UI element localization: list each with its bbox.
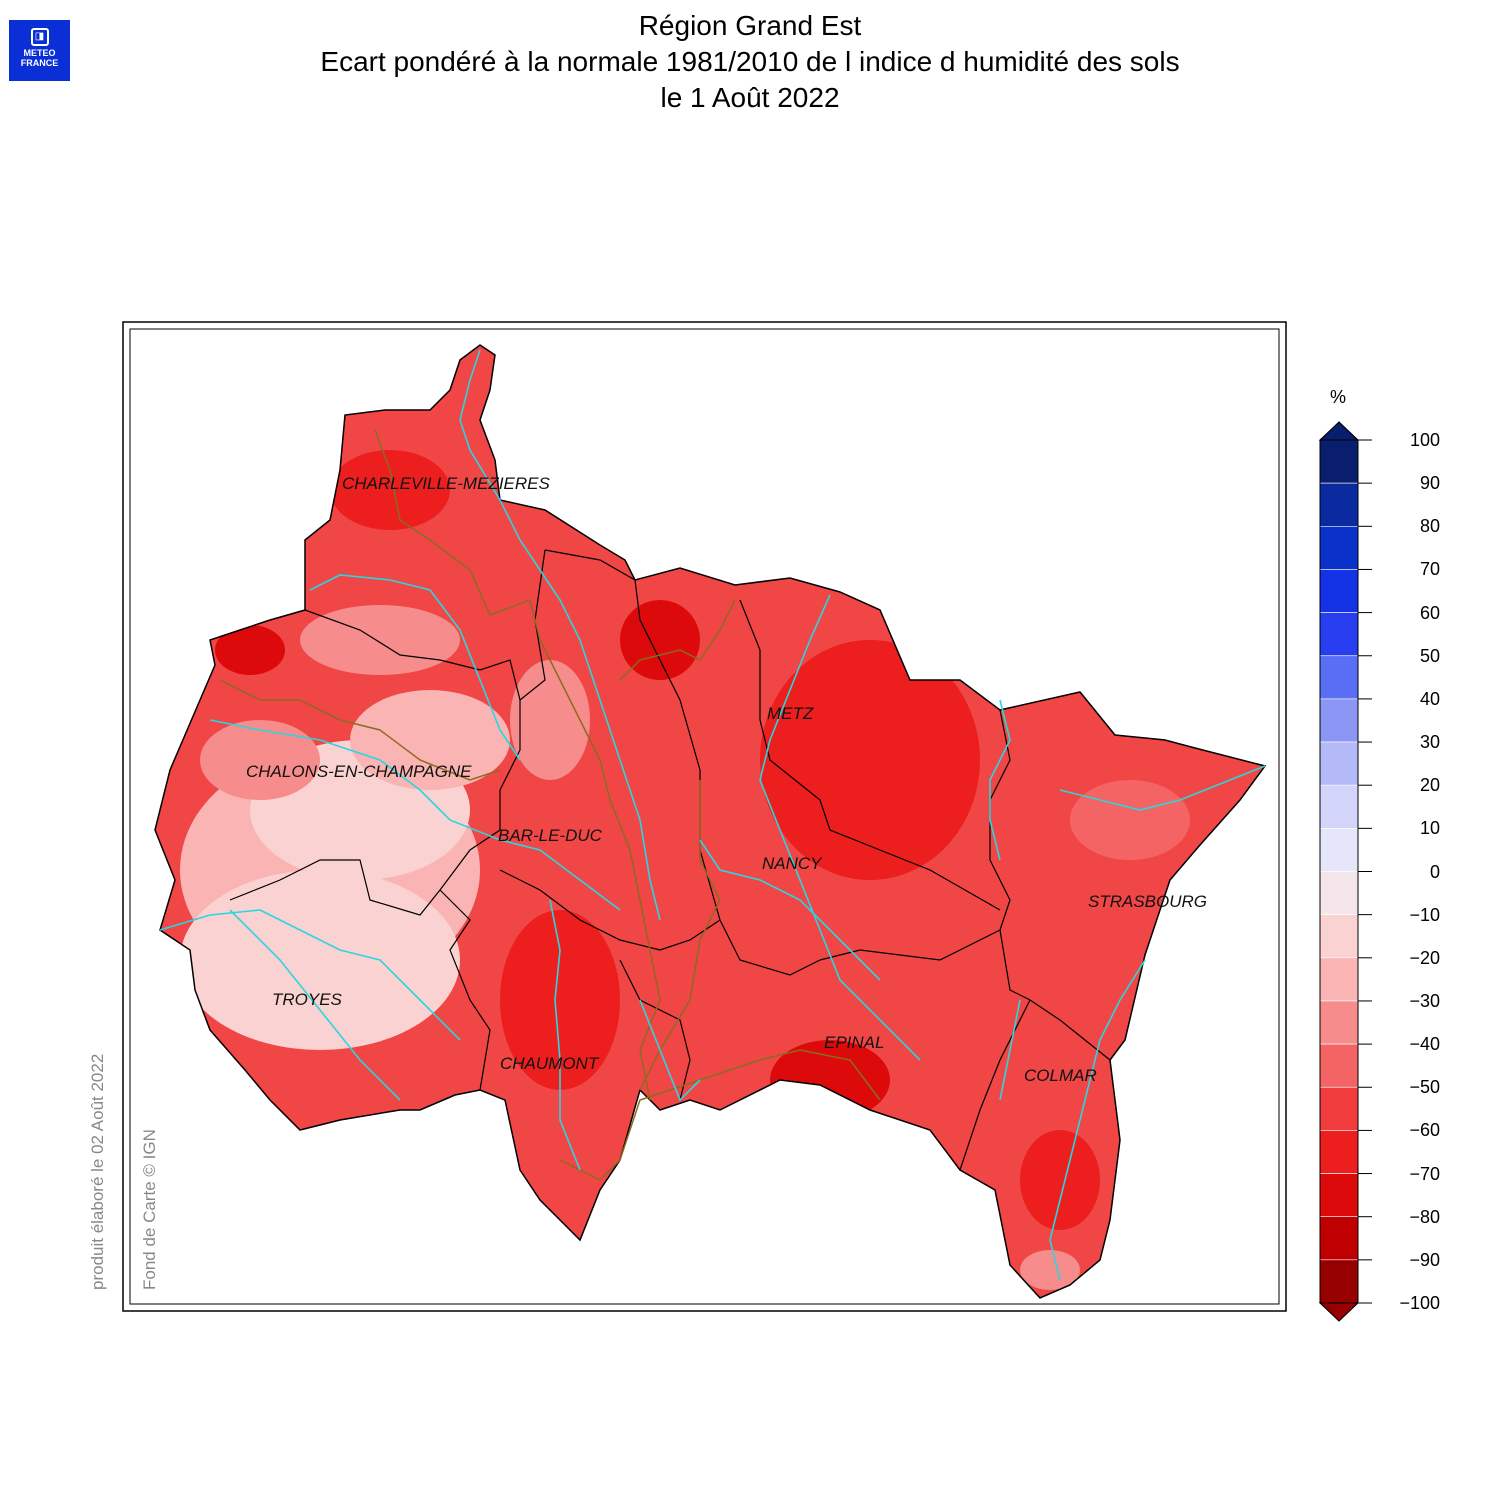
legend-tick-label: 40 bbox=[1419, 688, 1440, 709]
city-label: BAR-LE-DUC bbox=[498, 826, 602, 845]
city-label: CHALONS-EN-CHAMPAGNE bbox=[246, 762, 472, 781]
legend-tick-label: 80 bbox=[1419, 516, 1440, 537]
city-label: TROYES bbox=[272, 990, 342, 1009]
legend-tick-label: 30 bbox=[1419, 732, 1440, 753]
legend-tick-label: −20 bbox=[1409, 947, 1440, 968]
legend-tick-label: −10 bbox=[1409, 904, 1440, 925]
legend-tick-label: −80 bbox=[1409, 1206, 1440, 1227]
legend-swatch bbox=[1319, 1000, 1359, 1045]
city-label: NANCY bbox=[762, 854, 822, 873]
legend-swatch bbox=[1319, 828, 1359, 872]
legend-tick-label: 60 bbox=[1419, 602, 1440, 623]
legend-unit: % bbox=[1330, 387, 1347, 407]
legend-swatch bbox=[1319, 784, 1359, 829]
legend-swatch bbox=[1319, 482, 1359, 527]
legend-tick-label: 90 bbox=[1419, 473, 1440, 494]
legend-swatch bbox=[1319, 1216, 1359, 1261]
title-line3: le 1 Août 2022 bbox=[660, 82, 840, 113]
legend-tick-label: 100 bbox=[1409, 430, 1440, 450]
logo-icon: ◨ bbox=[30, 28, 49, 46]
legend-swatch bbox=[1319, 741, 1359, 786]
legend-swatch bbox=[1319, 871, 1359, 915]
legend-tick-label: 10 bbox=[1419, 818, 1440, 839]
city-label: STRASBOURG bbox=[1088, 892, 1208, 911]
legend-swatch bbox=[1319, 525, 1359, 570]
legend-swatch bbox=[1319, 1043, 1359, 1088]
legend-max-arrow bbox=[1318, 421, 1360, 441]
legend-swatch bbox=[1319, 569, 1359, 613]
map-title: Région Grand Est Ecart pondéré à la norm… bbox=[0, 8, 1500, 116]
legend-tick-label: −60 bbox=[1409, 1120, 1440, 1141]
legend-tick-label: −50 bbox=[1409, 1077, 1440, 1098]
city-label: CHAUMONT bbox=[500, 1054, 599, 1073]
legend-swatch bbox=[1319, 655, 1359, 700]
legend-swatch bbox=[1319, 957, 1359, 1002]
legend-swatch bbox=[1319, 1173, 1359, 1218]
meteo-france-logo: ◨ METEO FRANCE bbox=[9, 20, 70, 81]
title-line2: Ecart pondéré à la normale 1981/2010 de … bbox=[320, 46, 1180, 77]
city-label: COLMAR bbox=[1024, 1066, 1097, 1085]
legend-swatch bbox=[1319, 698, 1359, 743]
city-label: METZ bbox=[767, 704, 814, 723]
legend-swatch bbox=[1319, 914, 1359, 959]
legend-tick-label: −90 bbox=[1409, 1249, 1440, 1270]
legend-tick-label: −30 bbox=[1409, 990, 1440, 1011]
legend-swatch bbox=[1319, 1086, 1359, 1131]
map-frame bbox=[122, 321, 1287, 1312]
legend-swatch bbox=[1319, 1259, 1359, 1304]
legend-swatch bbox=[1319, 612, 1359, 657]
legend-swatch bbox=[1319, 1130, 1359, 1174]
legend-tick-label: −70 bbox=[1409, 1163, 1440, 1184]
legend-tick-label: 50 bbox=[1419, 645, 1440, 666]
city-label: EPINAL bbox=[824, 1033, 885, 1052]
legend-tick-label: −100 bbox=[1399, 1293, 1440, 1313]
legend-tick-label: 0 bbox=[1429, 861, 1440, 882]
city-label: CHARLEVILLE-MEZIERES bbox=[342, 474, 550, 493]
legend-swatch bbox=[1319, 439, 1359, 484]
title-line1: Région Grand Est bbox=[638, 10, 862, 41]
logo-line1: METEO bbox=[23, 48, 56, 58]
legend-min-arrow bbox=[1318, 1302, 1360, 1322]
logo-line2: FRANCE bbox=[20, 58, 59, 68]
legend-tick-label: 20 bbox=[1419, 775, 1440, 796]
legend-tick-label: 70 bbox=[1419, 559, 1440, 580]
legend-tick-label: −40 bbox=[1409, 1034, 1440, 1055]
